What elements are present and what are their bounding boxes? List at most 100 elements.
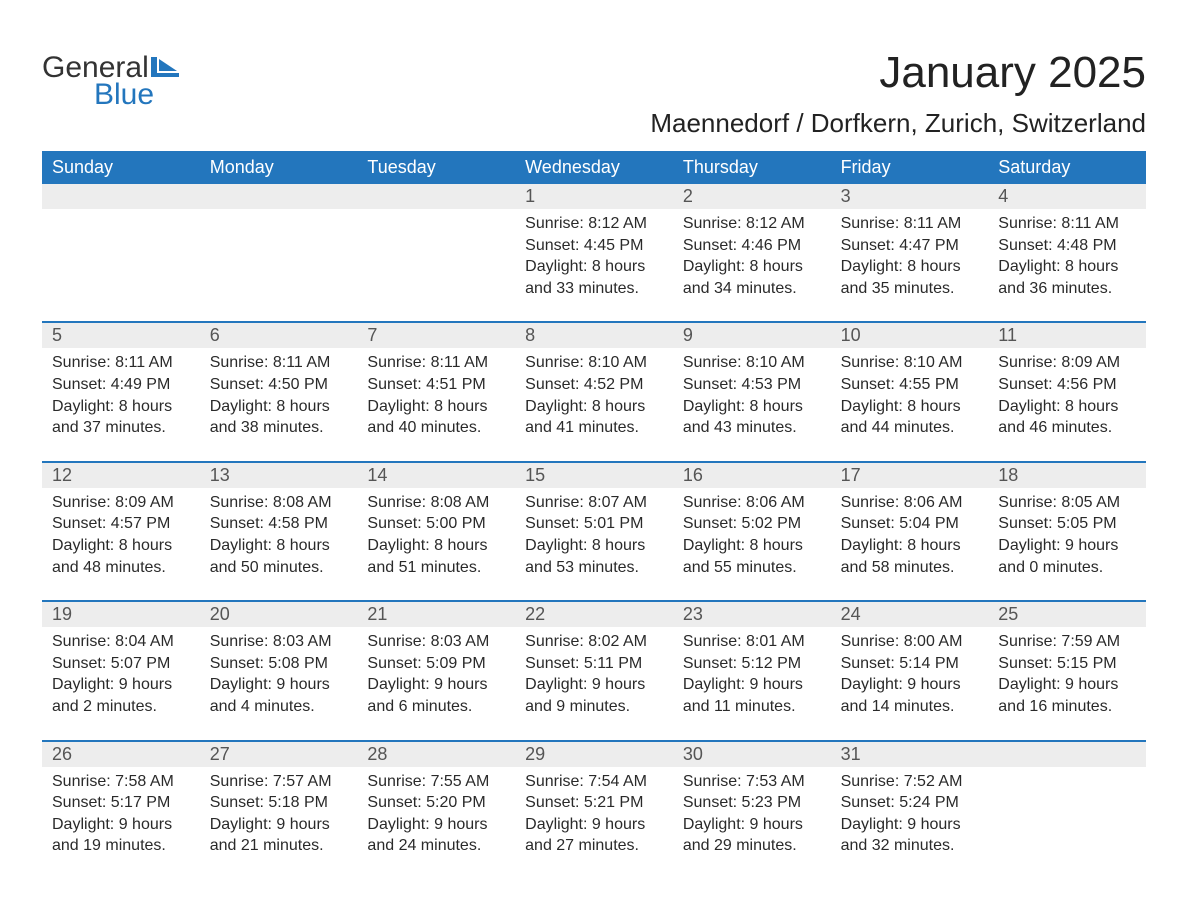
cell-body bbox=[357, 209, 515, 299]
daylight1-text: Daylight: 9 hours bbox=[52, 814, 190, 836]
calendar-cell: 1Sunrise: 8:12 AMSunset: 4:45 PMDaylight… bbox=[515, 184, 673, 307]
daylight2-text: and 36 minutes. bbox=[998, 278, 1136, 300]
dayhead-saturday: Saturday bbox=[988, 151, 1146, 184]
daylight2-text: and 11 minutes. bbox=[683, 696, 821, 718]
daylight1-text: Daylight: 8 hours bbox=[525, 256, 663, 278]
sunset-text: Sunset: 5:00 PM bbox=[367, 513, 505, 535]
daylight2-text: and 24 minutes. bbox=[367, 835, 505, 857]
cell-body bbox=[42, 209, 200, 299]
cell-body: Sunrise: 7:52 AMSunset: 5:24 PMDaylight:… bbox=[831, 767, 989, 865]
logo: General Blue bbox=[42, 54, 179, 108]
calendar-cell: 24Sunrise: 8:00 AMSunset: 5:14 PMDayligh… bbox=[831, 602, 989, 725]
day-number: 17 bbox=[831, 463, 989, 488]
calendar: Sunday Monday Tuesday Wednesday Thursday… bbox=[42, 151, 1146, 865]
sunset-text: Sunset: 5:21 PM bbox=[525, 792, 663, 814]
dayhead-sunday: Sunday bbox=[42, 151, 200, 184]
calendar-cell: 2Sunrise: 8:12 AMSunset: 4:46 PMDaylight… bbox=[673, 184, 831, 307]
day-number: 29 bbox=[515, 742, 673, 767]
sunset-text: Sunset: 4:56 PM bbox=[998, 374, 1136, 396]
calendar-cell: 20Sunrise: 8:03 AMSunset: 5:08 PMDayligh… bbox=[200, 602, 358, 725]
daylight2-text: and 33 minutes. bbox=[525, 278, 663, 300]
day-number: 5 bbox=[42, 323, 200, 348]
cell-body: Sunrise: 8:12 AMSunset: 4:46 PMDaylight:… bbox=[673, 209, 831, 307]
sunset-text: Sunset: 5:23 PM bbox=[683, 792, 821, 814]
daylight1-text: Daylight: 9 hours bbox=[841, 674, 979, 696]
cell-body: Sunrise: 8:11 AMSunset: 4:48 PMDaylight:… bbox=[988, 209, 1146, 307]
sunset-text: Sunset: 4:58 PM bbox=[210, 513, 348, 535]
daylight1-text: Daylight: 9 hours bbox=[683, 674, 821, 696]
day-number: 30 bbox=[673, 742, 831, 767]
dayhead-thursday: Thursday bbox=[673, 151, 831, 184]
daylight1-text: Daylight: 8 hours bbox=[998, 396, 1136, 418]
daylight1-text: Daylight: 8 hours bbox=[998, 256, 1136, 278]
daylight1-text: Daylight: 8 hours bbox=[367, 396, 505, 418]
day-number: 14 bbox=[357, 463, 515, 488]
calendar-cell: 25Sunrise: 7:59 AMSunset: 5:15 PMDayligh… bbox=[988, 602, 1146, 725]
logo-flag-icon bbox=[151, 54, 179, 81]
sunrise-text: Sunrise: 7:57 AM bbox=[210, 771, 348, 793]
day-number: 31 bbox=[831, 742, 989, 767]
daylight2-text: and 21 minutes. bbox=[210, 835, 348, 857]
day-number: 18 bbox=[988, 463, 1146, 488]
sunrise-text: Sunrise: 8:08 AM bbox=[210, 492, 348, 514]
calendar-cell: 12Sunrise: 8:09 AMSunset: 4:57 PMDayligh… bbox=[42, 463, 200, 586]
sunset-text: Sunset: 5:18 PM bbox=[210, 792, 348, 814]
sunrise-text: Sunrise: 8:12 AM bbox=[683, 213, 821, 235]
day-number: 3 bbox=[831, 184, 989, 209]
sunset-text: Sunset: 5:24 PM bbox=[841, 792, 979, 814]
sunrise-text: Sunrise: 8:10 AM bbox=[683, 352, 821, 374]
sunrise-text: Sunrise: 8:03 AM bbox=[367, 631, 505, 653]
sunset-text: Sunset: 4:49 PM bbox=[52, 374, 190, 396]
cell-body: Sunrise: 7:53 AMSunset: 5:23 PMDaylight:… bbox=[673, 767, 831, 865]
cell-body: Sunrise: 8:11 AMSunset: 4:47 PMDaylight:… bbox=[831, 209, 989, 307]
day-number: 24 bbox=[831, 602, 989, 627]
title-block: January 2025 Maennedorf / Dorfkern, Zuri… bbox=[650, 48, 1146, 139]
calendar-cell: 8Sunrise: 8:10 AMSunset: 4:52 PMDaylight… bbox=[515, 323, 673, 446]
sunrise-text: Sunrise: 7:55 AM bbox=[367, 771, 505, 793]
daylight1-text: Daylight: 9 hours bbox=[998, 535, 1136, 557]
daylight1-text: Daylight: 9 hours bbox=[525, 814, 663, 836]
day-number: 15 bbox=[515, 463, 673, 488]
sunrise-text: Sunrise: 8:12 AM bbox=[525, 213, 663, 235]
daylight2-text: and 44 minutes. bbox=[841, 417, 979, 439]
cell-body: Sunrise: 8:10 AMSunset: 4:53 PMDaylight:… bbox=[673, 348, 831, 446]
cell-body: Sunrise: 7:57 AMSunset: 5:18 PMDaylight:… bbox=[200, 767, 358, 865]
day-number: 20 bbox=[200, 602, 358, 627]
daylight1-text: Daylight: 8 hours bbox=[52, 396, 190, 418]
sunset-text: Sunset: 5:12 PM bbox=[683, 653, 821, 675]
sunset-text: Sunset: 4:51 PM bbox=[367, 374, 505, 396]
daylight2-text: and 34 minutes. bbox=[683, 278, 821, 300]
sunrise-text: Sunrise: 8:07 AM bbox=[525, 492, 663, 514]
cell-body: Sunrise: 8:11 AMSunset: 4:49 PMDaylight:… bbox=[42, 348, 200, 446]
cell-body: Sunrise: 8:10 AMSunset: 4:55 PMDaylight:… bbox=[831, 348, 989, 446]
dayhead-monday: Monday bbox=[200, 151, 358, 184]
daylight2-text: and 37 minutes. bbox=[52, 417, 190, 439]
daylight1-text: Daylight: 9 hours bbox=[367, 674, 505, 696]
cell-body: Sunrise: 7:59 AMSunset: 5:15 PMDaylight:… bbox=[988, 627, 1146, 725]
day-number: 13 bbox=[200, 463, 358, 488]
sunset-text: Sunset: 5:04 PM bbox=[841, 513, 979, 535]
cell-body: Sunrise: 8:04 AMSunset: 5:07 PMDaylight:… bbox=[42, 627, 200, 725]
sunrise-text: Sunrise: 7:58 AM bbox=[52, 771, 190, 793]
day-number: 12 bbox=[42, 463, 200, 488]
calendar-cell: 28Sunrise: 7:55 AMSunset: 5:20 PMDayligh… bbox=[357, 742, 515, 865]
day-number: 1 bbox=[515, 184, 673, 209]
sunrise-text: Sunrise: 8:11 AM bbox=[210, 352, 348, 374]
week-row: 5Sunrise: 8:11 AMSunset: 4:49 PMDaylight… bbox=[42, 321, 1146, 446]
sunset-text: Sunset: 5:02 PM bbox=[683, 513, 821, 535]
cell-body: Sunrise: 8:11 AMSunset: 4:50 PMDaylight:… bbox=[200, 348, 358, 446]
calendar-cell: 27Sunrise: 7:57 AMSunset: 5:18 PMDayligh… bbox=[200, 742, 358, 865]
day-number: 4 bbox=[988, 184, 1146, 209]
sunrise-text: Sunrise: 8:06 AM bbox=[683, 492, 821, 514]
daylight1-text: Daylight: 9 hours bbox=[210, 814, 348, 836]
cell-body: Sunrise: 8:05 AMSunset: 5:05 PMDaylight:… bbox=[988, 488, 1146, 586]
daylight2-text: and 53 minutes. bbox=[525, 557, 663, 579]
sunrise-text: Sunrise: 8:11 AM bbox=[998, 213, 1136, 235]
calendar-cell: 14Sunrise: 8:08 AMSunset: 5:00 PMDayligh… bbox=[357, 463, 515, 586]
day-number: 16 bbox=[673, 463, 831, 488]
sunset-text: Sunset: 5:08 PM bbox=[210, 653, 348, 675]
day-number bbox=[42, 184, 200, 209]
day-number bbox=[200, 184, 358, 209]
cell-body bbox=[200, 209, 358, 299]
daylight2-text: and 0 minutes. bbox=[998, 557, 1136, 579]
